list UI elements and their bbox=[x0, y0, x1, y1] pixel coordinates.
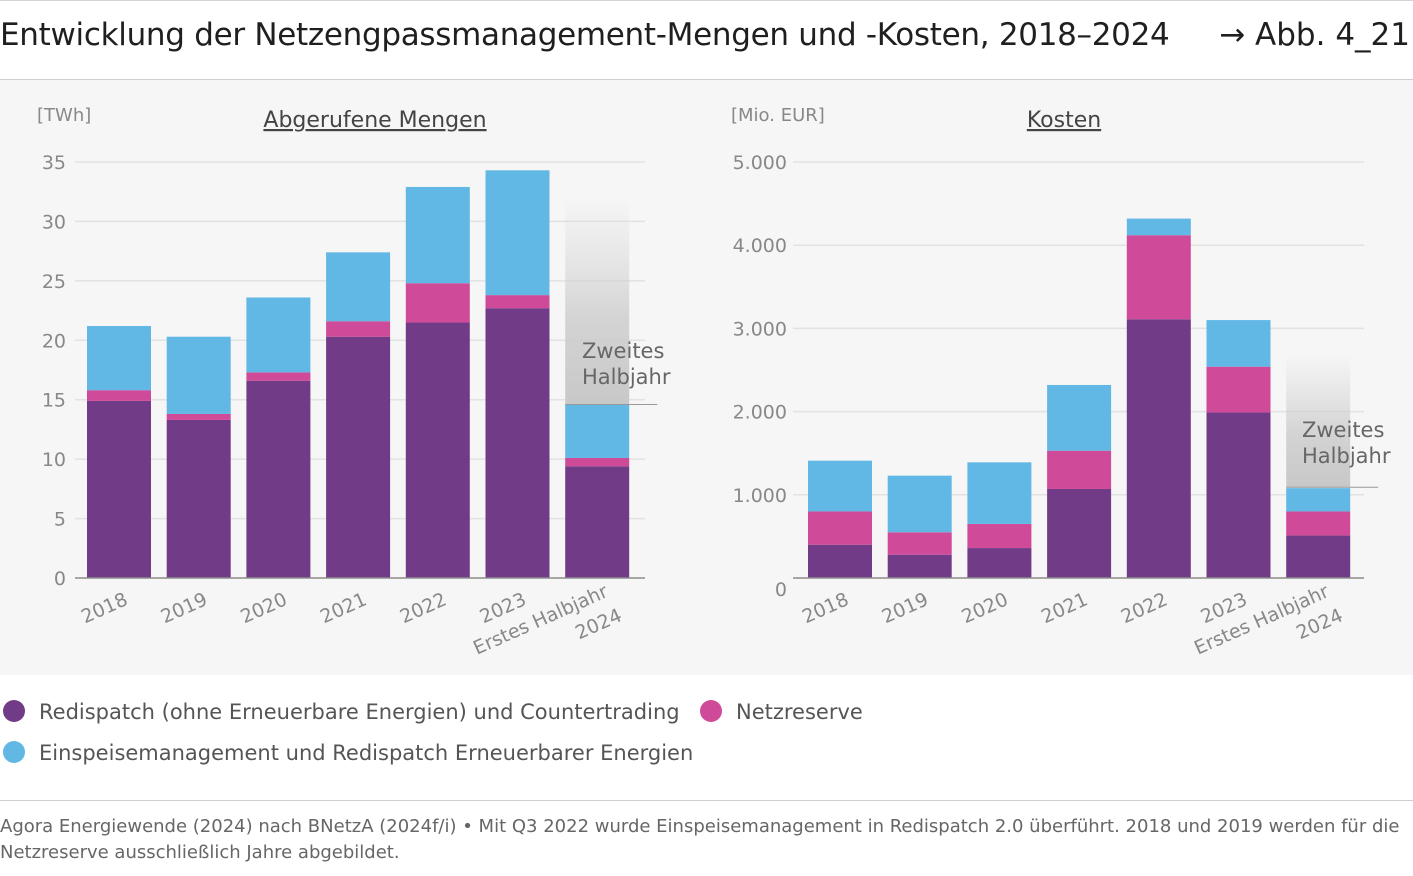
mengen-bar-redispatch bbox=[405, 322, 470, 578]
footer-divider bbox=[0, 800, 1413, 801]
kosten-bar-einspeisemanagement bbox=[1126, 218, 1191, 236]
mengen-ytick-label: 10 bbox=[42, 449, 66, 471]
kosten-bar-netzreserve bbox=[1286, 511, 1351, 536]
kosten-bar-einspeisemanagement bbox=[887, 475, 952, 533]
mengen-ytick-label: 30 bbox=[42, 211, 66, 233]
mengen-bar-netzreserve bbox=[326, 321, 391, 337]
page-title: Entwicklung der Netzengpassmanagement-Me… bbox=[0, 17, 1170, 53]
kosten-bar-redispatch bbox=[1206, 412, 1271, 578]
mengen-ylabel: [TWh] bbox=[37, 105, 91, 126]
kosten-xtick-label: 2022 bbox=[1118, 588, 1171, 628]
figure-reference[interactable]: → Abb. 4_21 bbox=[1219, 17, 1410, 53]
legend-swatch-einspeisemanagement bbox=[3, 741, 25, 763]
mengen-bar-redispatch bbox=[87, 400, 151, 578]
mengen-bar-einspeisemanagement bbox=[485, 170, 550, 296]
kosten-ytick-label: 1.000 bbox=[733, 485, 787, 507]
kosten-xtick-label: 2018 bbox=[799, 588, 852, 628]
mengen-ytick-label: 5 bbox=[54, 509, 66, 531]
mengen-bar-netzreserve bbox=[166, 413, 231, 420]
mengen-bar-einspeisemanagement bbox=[246, 297, 311, 373]
mengen-ytick-label: 0 bbox=[54, 568, 66, 590]
kosten-annotation-zweites-halbjahr bbox=[1286, 353, 1351, 488]
kosten-annotation-label: Zweites bbox=[1302, 418, 1384, 442]
mengen-ytick-label: 20 bbox=[42, 330, 66, 352]
legend-label-einspeisemanagement: Einspeisemanagement und Redispatch Erneu… bbox=[39, 741, 694, 765]
mengen-bar-redispatch bbox=[166, 419, 231, 578]
legend-item-einspeisemanagement: Einspeisemanagement und Redispatch Erneu… bbox=[3, 741, 693, 765]
kosten-bar-redispatch bbox=[1126, 319, 1191, 578]
kosten-bar-redispatch bbox=[887, 554, 952, 578]
legend-item-netzreserve: Netzreserve bbox=[700, 700, 863, 724]
kosten-xtick-label: 2021 bbox=[1038, 588, 1091, 628]
mengen-ytick-label: 15 bbox=[42, 390, 66, 412]
kosten-bar-netzreserve bbox=[808, 511, 872, 545]
mengen-chart-title: Abgerufene Mengen bbox=[263, 108, 486, 133]
legend-label-redispatch: Redispatch (ohne Erneuerbare Energien) u… bbox=[39, 700, 680, 724]
kosten-bar-netzreserve bbox=[887, 532, 952, 555]
mengen-xtick-label: 2018 bbox=[78, 588, 131, 628]
mengen-annotation-zweites-halbjahr bbox=[565, 197, 630, 405]
mengen-bar-einspeisemanagement bbox=[87, 326, 151, 391]
kosten-ytick-label: 2.000 bbox=[733, 402, 787, 424]
kosten-ytick-label: 3.000 bbox=[733, 318, 787, 340]
kosten-bar-einspeisemanagement bbox=[1286, 488, 1351, 512]
kosten-xtick-label: 2019 bbox=[879, 588, 932, 628]
mengen-bar-einspeisemanagement bbox=[565, 404, 630, 458]
mengen-bar-einspeisemanagement bbox=[326, 252, 391, 322]
legend-swatch-redispatch bbox=[3, 700, 25, 722]
kosten-bar-redispatch bbox=[1286, 535, 1351, 578]
kosten-bar-einspeisemanagement bbox=[808, 460, 872, 512]
legend-label-netzreserve: Netzreserve bbox=[736, 700, 863, 724]
mengen-annotation-label: Zweites bbox=[582, 339, 664, 363]
legend-item-redispatch: Redispatch (ohne Erneuerbare Energien) u… bbox=[3, 700, 680, 724]
mengen-bar-netzreserve bbox=[87, 390, 151, 401]
kosten-bar-netzreserve bbox=[1126, 235, 1191, 320]
kosten-ylabel: [Mio. EUR] bbox=[731, 105, 825, 126]
kosten-bar-redispatch bbox=[967, 548, 1032, 578]
mengen-bar-redispatch bbox=[565, 466, 630, 578]
kosten-annotation-label: Halbjahr bbox=[1302, 444, 1391, 468]
kosten-chart-title: Kosten bbox=[1027, 108, 1101, 133]
mengen-bar-netzreserve bbox=[405, 283, 470, 323]
mengen-bar-redispatch bbox=[485, 308, 550, 578]
mengen-bar-netzreserve bbox=[565, 457, 630, 467]
top-rule bbox=[0, 0, 1413, 1]
source-note: Agora Energiewende (2024) nach BNetzA (2… bbox=[0, 816, 1400, 863]
kosten-bar-redispatch bbox=[808, 544, 872, 578]
kosten-ytick-label: 4.000 bbox=[733, 235, 787, 257]
kosten-ytick-label: 0 bbox=[775, 579, 787, 601]
mengen-xtick-label: 2019 bbox=[158, 588, 211, 628]
mengen-xtick-label: 2021 bbox=[317, 588, 370, 628]
mengen-annotation-label: Halbjahr bbox=[582, 365, 671, 389]
kosten-bar-netzreserve bbox=[1206, 366, 1271, 413]
mengen-bar-einspeisemanagement bbox=[405, 186, 470, 284]
kosten-bar-netzreserve bbox=[967, 523, 1032, 549]
mengen-ytick-label: 35 bbox=[42, 152, 66, 174]
kosten-bar-redispatch bbox=[1047, 488, 1112, 578]
kosten-bar-einspeisemanagement bbox=[1206, 320, 1271, 367]
mengen-bar-netzreserve bbox=[246, 372, 311, 381]
mengen-bar-redispatch bbox=[326, 336, 391, 578]
kosten-xtick-label: 2020 bbox=[958, 588, 1011, 628]
mengen-ytick-label: 25 bbox=[42, 271, 66, 293]
kosten-bar-einspeisemanagement bbox=[1047, 384, 1112, 451]
mengen-bar-einspeisemanagement bbox=[166, 336, 231, 414]
mengen-xtick-label: 2022 bbox=[397, 588, 450, 628]
legend-swatch-netzreserve bbox=[700, 700, 722, 722]
kosten-bar-einspeisemanagement bbox=[967, 462, 1032, 524]
mengen-bar-redispatch bbox=[246, 380, 311, 578]
kosten-bar-netzreserve bbox=[1047, 450, 1112, 489]
kosten-ytick-label: 5.000 bbox=[733, 152, 787, 174]
mengen-bar-netzreserve bbox=[485, 295, 550, 309]
header-divider bbox=[0, 79, 1413, 80]
mengen-xtick-label: 2020 bbox=[237, 588, 290, 628]
